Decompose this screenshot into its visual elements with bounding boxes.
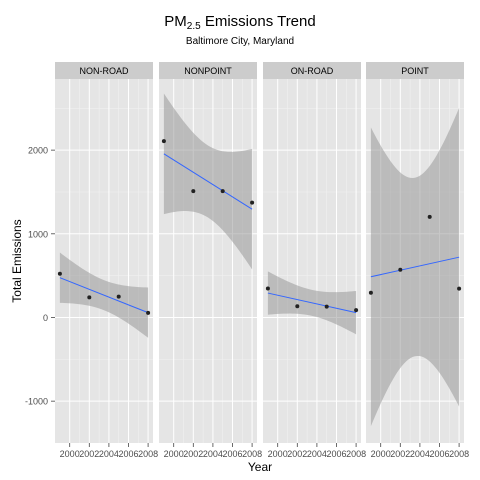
panel-background xyxy=(263,79,361,443)
x-tick-label: 2006 xyxy=(429,449,449,459)
data-point xyxy=(427,214,432,219)
data-point xyxy=(116,294,121,299)
data-point xyxy=(457,286,462,291)
x-tick-label: 2004 xyxy=(307,449,327,459)
x-tick-label: 2004 xyxy=(203,449,223,459)
facet-strip-label: NON-ROAD xyxy=(80,66,129,76)
facet-strip xyxy=(366,62,464,79)
x-axis-label: Year xyxy=(248,460,272,474)
regression-line xyxy=(267,292,357,314)
facet-strip-label: ON-ROAD xyxy=(291,66,334,76)
data-point xyxy=(161,139,166,144)
regression-line xyxy=(163,153,253,210)
data-point xyxy=(368,290,373,295)
y-tick-label: -1000 xyxy=(25,397,48,407)
chart-header: PM2.5 Emissions Trend Baltimore City, Ma… xyxy=(0,12,480,47)
facet-strip xyxy=(263,62,361,79)
facet-panel-point: POINT 2000 2002 2004 2006 2008 xyxy=(366,62,469,459)
facet-strip-label: NONPOINT xyxy=(184,66,232,76)
y-axis-label: Total Emissions xyxy=(10,219,24,302)
title-subscript: 2.5 xyxy=(186,21,201,32)
data-point xyxy=(220,189,225,194)
data-point xyxy=(398,267,403,272)
chart-subtitle: Baltimore City, Maryland xyxy=(185,36,295,47)
x-tick-label: 2006 xyxy=(222,449,242,459)
data-point xyxy=(295,304,300,309)
x-tick-label: 2002 xyxy=(390,449,410,459)
facet-panel-nonpoint: NONPOINT 2000 2002 2004 2006 2008 xyxy=(159,62,262,459)
facet-panel-on-road: ON-ROAD 2000 2002 2004 2006 2008 xyxy=(263,62,366,459)
x-tick-label: 2002 xyxy=(183,449,203,459)
facet-strip xyxy=(55,62,153,79)
x-tick-label: 2004 xyxy=(410,449,430,459)
title-rest: Emissions Trend xyxy=(200,13,316,30)
regression-line xyxy=(370,256,460,278)
data-point xyxy=(146,310,151,315)
data-point xyxy=(57,271,62,276)
title-main: PM xyxy=(164,13,187,30)
data-point xyxy=(191,189,196,194)
x-tick-label: 2008 xyxy=(449,449,469,459)
x-tick-label: 2008 xyxy=(138,449,158,459)
chart-title: PM2.5 Emissions Trend xyxy=(0,12,480,32)
y-tick-label: 2000 xyxy=(28,146,48,156)
panel-background xyxy=(55,79,153,443)
data-point xyxy=(354,308,359,313)
y-tick-label: 0 xyxy=(43,313,48,323)
x-tick-label: 2002 xyxy=(287,449,307,459)
facet-strip xyxy=(159,62,257,79)
y-tick-label: 1000 xyxy=(28,229,48,239)
data-point xyxy=(87,295,92,300)
x-tick-label: 2008 xyxy=(346,449,366,459)
x-tick-label: 2000 xyxy=(60,449,80,459)
x-tick-label: 2004 xyxy=(99,449,119,459)
x-tick-label: 2006 xyxy=(118,449,138,459)
x-tick-label: 2006 xyxy=(326,449,346,459)
x-tick-label: 2000 xyxy=(164,449,184,459)
facet-strip-label: POINT xyxy=(401,66,429,76)
x-tick-label: 2000 xyxy=(371,449,391,459)
x-tick-label: 2008 xyxy=(242,449,262,459)
x-tick-label: 2002 xyxy=(79,449,99,459)
data-point xyxy=(265,286,270,291)
facet-panel-non-road: NON-ROAD 2000 2002 2004 2006 2008 xyxy=(55,62,158,459)
data-point xyxy=(324,304,329,309)
data-point xyxy=(250,200,255,205)
x-tick-label: 2000 xyxy=(268,449,288,459)
regression-line xyxy=(59,277,149,314)
